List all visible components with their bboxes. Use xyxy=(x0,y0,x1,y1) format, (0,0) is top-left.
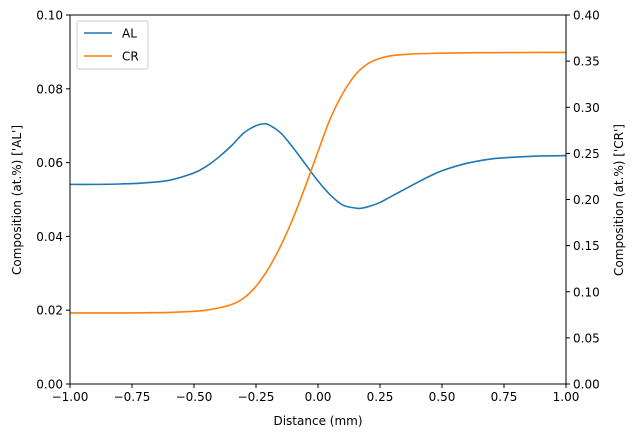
right-y-axis-label: Composition (at.%) ['CR'] xyxy=(612,124,626,276)
right-y-tick-label: 0.40 xyxy=(573,9,600,23)
legend-label-cr: CR xyxy=(122,50,139,64)
left-y-tick-label: 0.10 xyxy=(36,9,63,23)
x-tick-label: 0.75 xyxy=(491,390,518,404)
x-tick-label: 0.00 xyxy=(305,390,332,404)
right-y-tick-label: 0.10 xyxy=(573,285,600,299)
plot-area xyxy=(69,51,567,314)
right-y-tick-label: 0.15 xyxy=(573,239,600,253)
x-tick-label: 1.00 xyxy=(553,390,580,404)
x-tick-label: −0.50 xyxy=(176,390,213,404)
right-y-axis: 0.00 0.05 0.10 0.15 0.20 0.25 0.30 0.35 0.40 xyxy=(566,9,600,392)
left-y-tick-label: 0.02 xyxy=(36,304,63,318)
series-line-al xyxy=(69,122,567,210)
left-y-axis-label: Composition (at.%) ['AL'] xyxy=(10,125,24,275)
x-tick-label: −1.00 xyxy=(52,390,89,404)
right-y-tick-label: 0.00 xyxy=(573,378,600,392)
right-y-tick-label: 0.05 xyxy=(573,331,600,345)
x-tick-label: −0.75 xyxy=(114,390,151,404)
x-tick-label: −0.25 xyxy=(238,390,275,404)
left-y-tick-label: 0.04 xyxy=(36,230,63,244)
plot-frame xyxy=(69,14,567,385)
x-axis: −1.00 −0.75 −0.50 −0.25 0.00 0.25 0.50 0.75 1.00 xyxy=(52,384,580,404)
legend-label-al: AL xyxy=(122,27,137,41)
right-y-tick-label: 0.25 xyxy=(573,147,600,161)
right-y-tick-label: 0.20 xyxy=(573,193,600,207)
right-y-tick-label: 0.35 xyxy=(573,55,600,69)
series-line-cr xyxy=(70,51,567,314)
left-y-tick-label: 0.00 xyxy=(36,378,63,392)
left-y-tick-label: 0.08 xyxy=(36,82,63,96)
legend: AL CR xyxy=(76,20,149,70)
x-axis-label: Distance (mm) xyxy=(273,414,362,428)
x-tick-label: 0.25 xyxy=(367,390,394,404)
right-y-tick-label: 0.30 xyxy=(573,101,600,115)
x-tick-label: 0.50 xyxy=(429,390,456,404)
left-y-axis: 0.00 0.02 0.04 0.06 0.08 0.10 xyxy=(36,9,70,392)
left-y-tick-label: 0.06 xyxy=(36,156,63,170)
